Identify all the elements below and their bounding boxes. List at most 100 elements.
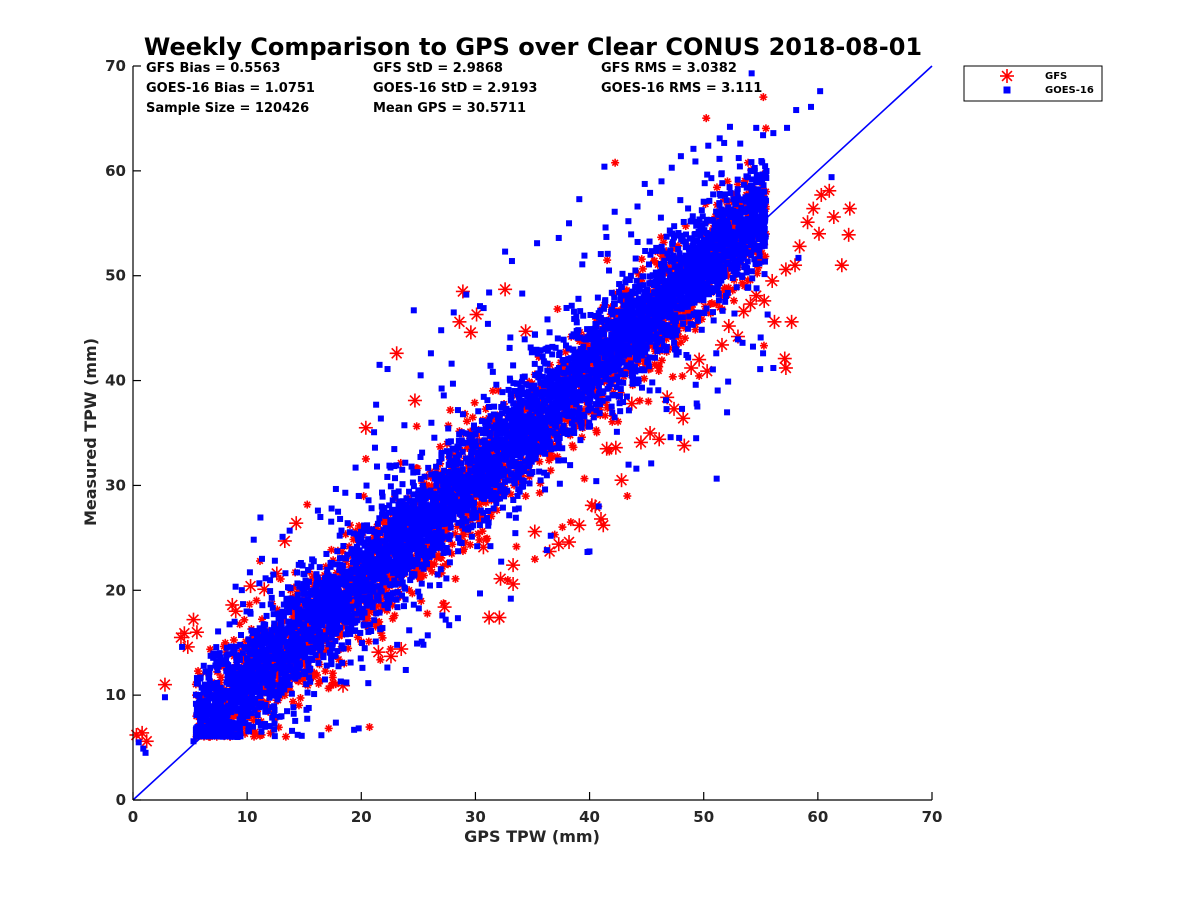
gfs-point <box>792 239 807 254</box>
goes-16-point <box>570 423 577 430</box>
gfs-point <box>757 293 772 308</box>
goes-16-point <box>304 689 311 696</box>
gfs-point <box>842 201 857 216</box>
goes-16-point <box>300 589 307 596</box>
goes-16-point <box>345 639 352 646</box>
gfs-point <box>383 649 398 664</box>
goes-16-point <box>446 622 453 629</box>
goes-16-point <box>271 557 278 564</box>
gfs-point <box>692 352 707 367</box>
gfs-point <box>822 183 837 198</box>
goes-16-point <box>284 708 291 715</box>
gfs-point <box>462 417 471 426</box>
gfs-point <box>566 518 575 527</box>
gfs-point <box>506 558 521 573</box>
gfs-point <box>677 338 686 347</box>
gfs-point <box>470 398 479 407</box>
goes-16-point <box>581 252 588 259</box>
goes-16-point <box>215 628 222 635</box>
goes-16-point <box>475 408 482 415</box>
goes-16-point <box>713 475 720 482</box>
goes-16-point <box>401 422 408 429</box>
goes-16-point <box>573 319 580 326</box>
goes-16-point <box>357 629 364 636</box>
plot-area <box>129 70 857 756</box>
goes-16-point <box>568 302 575 309</box>
gfs-point <box>358 420 373 435</box>
gfs-point <box>249 716 258 725</box>
gfs-point <box>324 724 333 733</box>
gfs-point <box>221 638 230 647</box>
goes-16-point <box>498 558 505 565</box>
goes-16-point <box>499 504 506 511</box>
goes-16-point <box>573 313 580 320</box>
goes-16-point <box>719 180 726 187</box>
gfs-point <box>611 158 620 167</box>
gfs-point <box>488 386 497 395</box>
goes-16-point <box>649 379 656 386</box>
goes-16-point <box>365 497 372 504</box>
gfs-point <box>527 524 542 539</box>
goes-16-point <box>294 569 301 576</box>
goes-16-point <box>431 434 438 441</box>
goes-16-point <box>415 588 422 595</box>
gfs-point <box>614 473 629 488</box>
gfs-point <box>498 282 513 297</box>
goes-16-point <box>632 267 639 274</box>
gfs-point <box>493 571 508 586</box>
gfs-point <box>324 684 333 693</box>
gfs-point <box>826 209 841 224</box>
gfs-point <box>676 411 691 426</box>
gfs-point <box>371 645 386 660</box>
gfs-point <box>759 93 768 102</box>
gfs-point <box>572 518 587 533</box>
gfs-point <box>800 215 815 230</box>
goes-16-point <box>537 477 544 484</box>
goes-16-point <box>570 308 577 315</box>
goes-16-point <box>247 610 254 617</box>
goes-16-point <box>531 360 538 367</box>
gfs-point <box>841 227 856 242</box>
gfs-point <box>535 488 544 497</box>
gfs-point <box>546 466 555 475</box>
goes-16-point <box>257 514 264 521</box>
gfs-point <box>216 673 225 682</box>
goes-16-point <box>290 704 297 711</box>
goes-16-point <box>374 520 381 527</box>
goes-16-point <box>485 403 492 410</box>
gfs-point <box>603 256 612 265</box>
gfs-point <box>761 124 770 133</box>
gfs-point <box>608 440 623 455</box>
gfs-point <box>721 319 736 334</box>
goes-16-point <box>377 415 384 422</box>
gfs-point <box>408 589 417 598</box>
gfs-point <box>189 625 204 640</box>
gfs-point <box>436 442 445 451</box>
gfs-point <box>423 609 432 618</box>
gfs-point <box>637 255 646 264</box>
gfs-point <box>451 574 460 583</box>
goes-16-point <box>575 295 582 302</box>
gfs-point <box>494 386 503 395</box>
gfs-point <box>580 474 589 483</box>
gfs-point <box>530 555 539 564</box>
goes-16-point <box>489 368 496 375</box>
gfs-point <box>712 183 721 192</box>
gfs-point <box>806 201 821 216</box>
goes-16-point <box>491 403 498 410</box>
goes-16-point <box>623 393 630 400</box>
gfs-point <box>448 540 457 549</box>
goes-16-point <box>449 380 456 387</box>
goes-16-point <box>606 383 613 390</box>
gfs-point <box>834 258 849 273</box>
gfs-point <box>407 393 422 408</box>
gfs-point <box>707 299 716 308</box>
goes-16-point <box>346 529 353 536</box>
gfs-point <box>778 360 793 375</box>
goes-16-point <box>459 411 466 418</box>
gfs-point <box>492 610 507 625</box>
goes-16-point <box>512 514 519 521</box>
goes-16-point <box>655 387 662 394</box>
